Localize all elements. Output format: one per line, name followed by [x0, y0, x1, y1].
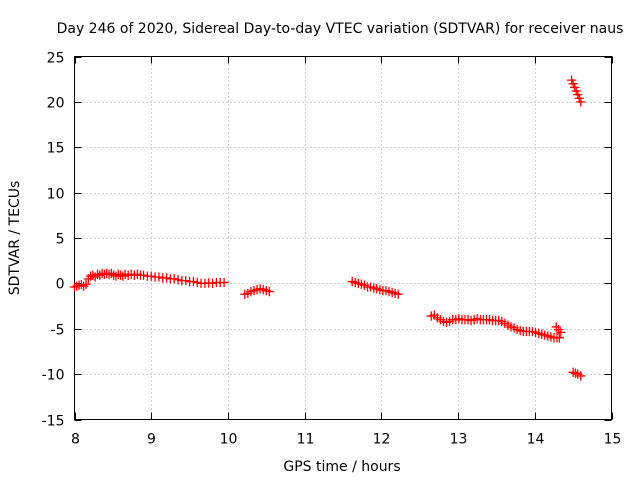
y-axis-ticks: -15 -10 -5 0 5 10 15 20 25 [42, 51, 612, 430]
grid-lines [74, 56, 612, 420]
data-point [393, 289, 403, 299]
data-point [138, 270, 149, 280]
data-point [81, 279, 91, 289]
y-tick-label: 15 [47, 141, 65, 157]
data-point [161, 273, 172, 283]
data-point [219, 277, 229, 288]
y-tick-label: -10 [42, 368, 65, 384]
data-point [146, 271, 156, 281]
y-axis-label: SDTVAR / TECUs [7, 181, 23, 296]
data-point [574, 93, 584, 103]
x-tick-label: 10 [220, 432, 238, 448]
x-tick-label: 15 [604, 432, 622, 448]
data-points [69, 75, 586, 381]
y-tick-label: 25 [47, 51, 65, 67]
x-tick-label: 14 [527, 432, 545, 448]
data-point [576, 371, 586, 381]
data-point [554, 333, 564, 343]
x-tick-label: 9 [147, 432, 156, 448]
y-tick-label: 10 [47, 187, 65, 203]
y-tick-label: -15 [42, 414, 65, 430]
data-point [188, 276, 199, 287]
x-tick-label: 12 [373, 432, 391, 448]
y-tick-label: 0 [56, 277, 65, 293]
data-point [169, 274, 179, 284]
data-point [173, 275, 183, 285]
x-tick-label: 11 [297, 432, 315, 448]
data-point [264, 286, 275, 297]
data-point [573, 89, 583, 100]
x-tick-label: 8 [71, 432, 80, 448]
data-point [570, 82, 580, 93]
plot-area-frame [74, 56, 612, 420]
data-point [207, 278, 218, 289]
chart-title: Day 246 of 2020, Sidereal Day-to-day VTE… [57, 21, 624, 37]
data-point [154, 272, 164, 282]
data-point [576, 97, 586, 107]
x-tick-label: 13 [450, 432, 468, 448]
x-axis-ticks: 8 9 10 11 12 13 14 15 [71, 56, 622, 448]
data-point [566, 75, 577, 85]
x-axis-label: GPS time / hours [283, 459, 400, 475]
data-point [568, 79, 578, 89]
data-point [556, 327, 566, 338]
data-point [571, 86, 581, 96]
y-tick-label: -5 [51, 323, 65, 339]
data-point [192, 277, 202, 288]
y-tick-label: 20 [47, 96, 65, 112]
y-tick-label: 5 [56, 232, 65, 248]
data-point [181, 276, 191, 286]
